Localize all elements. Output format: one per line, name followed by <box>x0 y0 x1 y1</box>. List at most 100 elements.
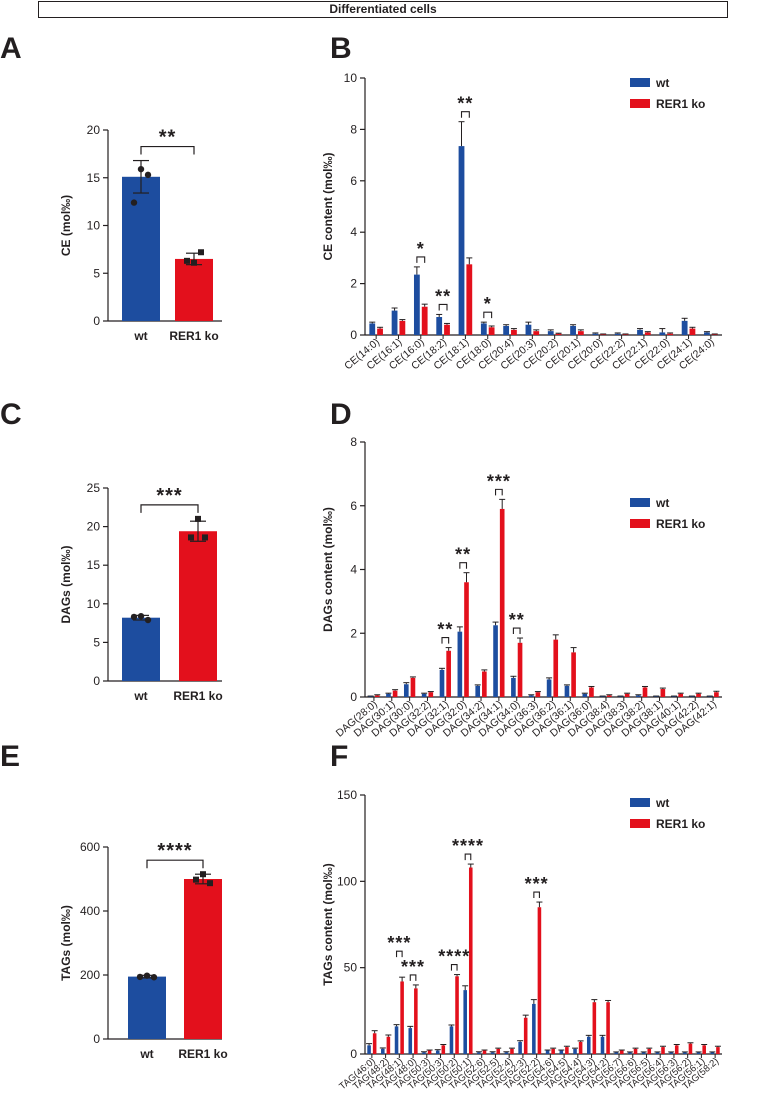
chart-a-x-label: wt <box>133 329 147 343</box>
chart-f-bar-ko <box>537 907 542 1054</box>
chart-f-legend-label: RER1 ko <box>656 817 705 831</box>
chart-e-y-tick-label: 0 <box>93 1032 100 1046</box>
chart-a-data-point <box>144 171 152 179</box>
chart-f-bar-wt <box>435 1050 440 1054</box>
chart-b-y-tick-label: 0 <box>350 328 357 342</box>
chart-b-legend-label: RER1 ko <box>656 97 705 111</box>
chart-d-y-tick-label: 6 <box>350 499 357 513</box>
chart-b-y-tick-label: 4 <box>350 225 357 239</box>
chart-b-y-tick-label: 2 <box>350 277 357 291</box>
chart-d-bar-wt <box>511 677 516 697</box>
chart-c-bar-ko <box>179 531 217 681</box>
chart-f-significance-bracket <box>409 974 417 981</box>
chart-d-bar-ko <box>678 693 684 697</box>
chart-d-bar-ko <box>482 671 487 697</box>
chart-c-data-point <box>195 515 201 522</box>
chart-d-bar-ko <box>428 692 434 697</box>
chart-f-bar-wt <box>422 1052 426 1054</box>
chart-f-bar-ko <box>441 1045 446 1054</box>
chart-e-significance-label: **** <box>157 840 192 862</box>
chart-b-bar-wt <box>369 323 376 335</box>
chart-e-data-point <box>136 973 144 981</box>
chart-c-y-tick-label: 20 <box>87 520 101 534</box>
chart-b-significance-label: ** <box>457 94 473 114</box>
chart-f-bar-wt <box>669 1052 673 1054</box>
chart-c-data-point <box>202 534 208 541</box>
chart-d-bar-wt <box>528 695 534 697</box>
chart-d-significance-label: *** <box>487 471 511 491</box>
chart-a-bar-wt <box>122 176 160 321</box>
chart-c-data-point <box>144 616 152 624</box>
chart-c-x-label: wt <box>133 689 147 703</box>
chart-d-bar-ko <box>696 693 701 697</box>
chart-d-legend-swatch-ko <box>630 519 650 528</box>
chart-d-legend-label: wt <box>655 496 669 510</box>
chart-f-bar-ko <box>633 1048 638 1054</box>
chart-f-bar-wt <box>559 1050 564 1054</box>
chart-f-bar-ko <box>523 1017 528 1054</box>
chart-f-bar-ko <box>702 1045 706 1054</box>
chart-a-data-point <box>184 257 190 264</box>
chart-a-y-tick-label: 10 <box>87 219 101 233</box>
chart-a-y-tick-label: 0 <box>93 314 100 328</box>
chart-d-bar-ko <box>446 650 451 697</box>
chart-d-bar-wt <box>368 696 373 697</box>
chart-b-legend-label: wt <box>655 76 669 90</box>
chart-f-bar-ko <box>578 1041 583 1054</box>
chart-f-bar-ko <box>674 1045 679 1054</box>
chart-c-y-tick-label: 0 <box>93 674 100 688</box>
chart-b-significance-bracket <box>438 303 448 311</box>
chart-b-y-tick-label: 8 <box>350 122 357 136</box>
chart-a-significance-label: ** <box>159 127 177 149</box>
chart-d-bar-ko <box>714 692 719 697</box>
chart-d-significance-bracket <box>459 562 468 569</box>
chart-f-bar-wt <box>614 1052 619 1054</box>
chart-e-x-label: wt <box>139 1047 153 1061</box>
chart-b-legend-swatch-ko <box>630 99 650 108</box>
chart-a-y-tick-label: 20 <box>87 123 101 137</box>
chart-e-data-point <box>207 880 213 887</box>
chart-f-bar-ko <box>592 1002 597 1054</box>
chart-f-bar-ko <box>414 988 418 1054</box>
chart-f-significance-label: **** <box>452 836 484 856</box>
chart-f-bar-ko <box>455 976 459 1054</box>
chart-e-significance-bracket <box>146 859 204 869</box>
chart-a-data-point <box>137 165 145 173</box>
chart-d-bar-ko <box>642 687 648 697</box>
chart-f-legend-swatch-wt <box>630 798 650 807</box>
chart-e-bar-ko <box>184 879 222 1039</box>
chart-f-y-label: TAGs content (mol‰) <box>321 863 335 985</box>
chart-b-bar-wt <box>704 332 710 335</box>
chart-a-data-point <box>130 199 138 206</box>
chart-f-bar-wt <box>477 1052 481 1054</box>
chart-f-bar-ko <box>606 1002 610 1054</box>
chart-a-y-tick-label: 15 <box>87 171 101 185</box>
chart-d-bar-wt <box>618 696 623 697</box>
chart-e-y-tick-label: 200 <box>80 968 100 982</box>
chart-f-significance-label: *** <box>387 933 411 953</box>
chart-f-significance-bracket <box>395 950 403 958</box>
chart-f-bar-wt <box>586 1036 591 1054</box>
chart-f-y-tick-label: 0 <box>350 1047 357 1061</box>
chart-b-bar-ko <box>689 328 696 335</box>
figure-header: Differentiated cells <box>38 1 728 18</box>
panel-label-b: B <box>330 32 352 65</box>
chart-f-bar-wt <box>449 1026 454 1054</box>
chart-f-bar-wt <box>490 1052 495 1054</box>
chart-d-bar-ko <box>624 693 630 697</box>
chart-d-bar-ko <box>392 690 398 697</box>
chart-e-data-point <box>150 974 158 981</box>
chart-b-bar-ko <box>533 331 540 335</box>
chart-d-bar-ko <box>553 639 559 697</box>
chart-b-bar-wt <box>592 333 599 335</box>
chart-f-bar-wt <box>394 1026 399 1054</box>
chart-d-bar-wt <box>653 696 659 697</box>
chart-d-significance-bracket <box>512 627 521 635</box>
chart-f-bar-ko <box>496 1048 501 1054</box>
chart-c-bar-wt <box>122 617 160 681</box>
chart-f-bar-wt <box>655 1052 660 1054</box>
chart-d-bar-wt <box>564 685 570 697</box>
panel-label-e: E <box>0 740 21 773</box>
chart-e-bar-wt <box>128 976 166 1039</box>
chart-f-bar-wt <box>600 1036 605 1054</box>
